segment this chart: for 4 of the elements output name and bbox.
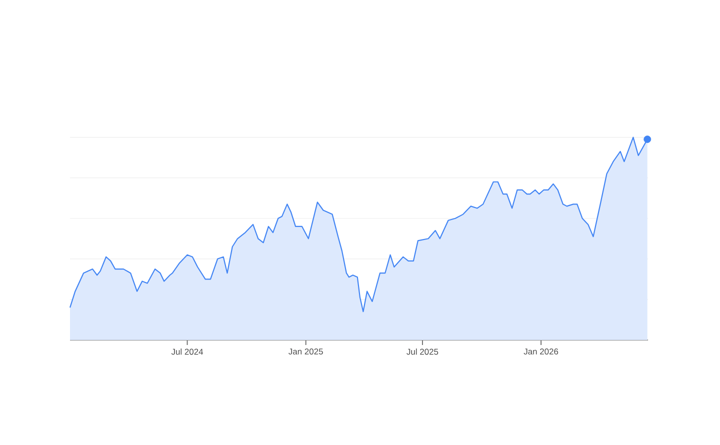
x-tick-label: Jan 2025 xyxy=(288,348,323,355)
x-tick-label: Jan 2026 xyxy=(524,348,558,355)
x-tick-label: Jul 2025 xyxy=(406,348,438,355)
x-tick-label: Jul 2024 xyxy=(171,348,204,355)
